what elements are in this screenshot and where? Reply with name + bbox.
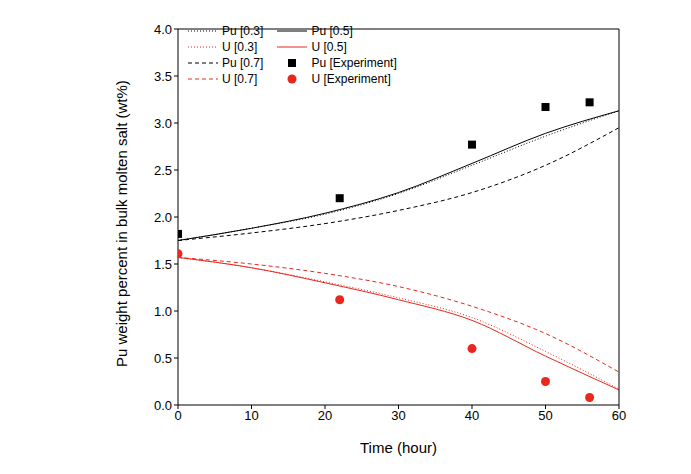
html-text:U [0.7]: U [0.7] — [222, 72, 258, 86]
html-text:U [0.5]: U [0.5] — [311, 40, 347, 54]
svg-text:50: 50 — [538, 408, 552, 423]
svg-text:30: 30 — [391, 408, 405, 423]
svg-text:2.0: 2.0 — [154, 210, 172, 225]
svg-text:2.5: 2.5 — [154, 163, 172, 178]
svg-text:0.0: 0.0 — [154, 398, 172, 413]
svg-text:40: 40 — [465, 408, 479, 423]
html-text:Pu [0.3]: Pu [0.3] — [222, 24, 264, 38]
html-text:U [Experiment]: U [Experiment] — [311, 72, 391, 86]
svg-text:20: 20 — [318, 408, 332, 423]
svg-text:3.0: 3.0 — [154, 116, 172, 131]
html-text:Pu [0.5]: Pu [0.5] — [311, 24, 353, 38]
svg-text:Time (hour): Time (hour) — [360, 439, 437, 456]
svg-text:0.5: 0.5 — [154, 351, 172, 366]
html-text:U [0.3]: U [0.3] — [222, 40, 258, 54]
svg-text:1.0: 1.0 — [154, 304, 172, 319]
svg-text:1.5: 1.5 — [154, 257, 172, 272]
svg-text:10: 10 — [244, 408, 258, 423]
svg-text:Pu weight percent in bulk molt: Pu weight percent in bulk molten salt (w… — [113, 80, 130, 367]
svg-text:0: 0 — [174, 408, 181, 423]
html-text:Pu [Experiment]: Pu [Experiment] — [311, 56, 397, 70]
svg-text:4.0: 4.0 — [154, 22, 172, 37]
svg-text:3.5: 3.5 — [154, 69, 172, 84]
html-text:Pu [0.7]: Pu [0.7] — [222, 56, 264, 70]
svg-text:60: 60 — [612, 408, 626, 423]
